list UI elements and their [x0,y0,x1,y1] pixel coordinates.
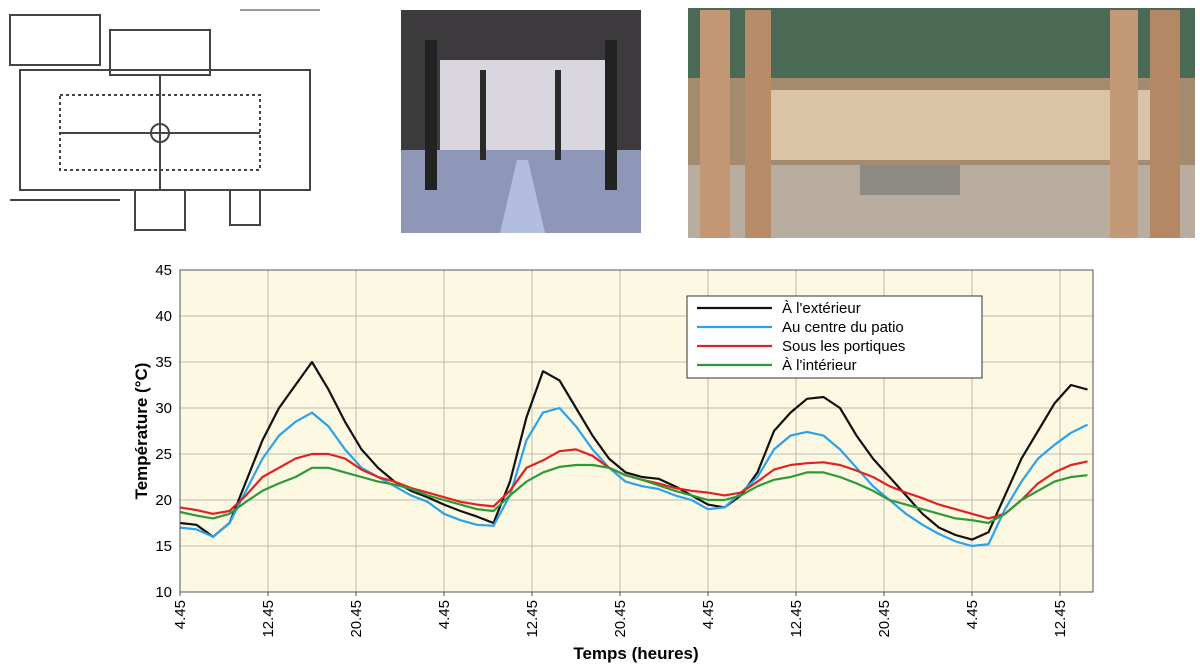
page: {"chart_data": {"type": "line", "y_label… [0,0,1200,671]
x-tick-label: 12.45 [788,600,805,638]
legend-label: À l'intérieur [782,357,857,374]
x-tick-label: 20.45 [876,600,893,638]
y-tick-label: 40 [155,308,172,325]
x-tick-label: 12.45 [260,600,277,638]
x-tick-label: 20.45 [348,600,365,638]
y-tick-label: 35 [155,354,172,371]
y-tick-label: 10 [155,584,172,601]
floor-plan [5,5,325,240]
legend-label: Sous les portiques [782,338,905,355]
legend-label: Au centre du patio [782,319,904,336]
y-tick-label: 45 [155,262,172,279]
x-tick-label: 4.45 [436,600,453,629]
x-tick-label: 4.45 [172,600,189,629]
x-tick-label: 12.45 [1052,600,1069,638]
y-tick-label: 20 [155,492,172,509]
y-tick-label: 25 [155,446,172,463]
legend: À l'extérieur Au centre du patio Sous les … [687,296,982,378]
y-tick-label: 30 [155,400,172,417]
x-axis-label: Temps (heures) [573,644,698,663]
x-tick-label: 4.45 [700,600,717,629]
x-tick-label: 12.45 [524,600,541,638]
x-tick-label: 20.45 [612,600,629,638]
y-tick-label: 15 [155,538,172,555]
photo-courtyard [401,10,641,233]
photo-lion-court [688,8,1195,238]
x-tick-label: 4.45 [964,600,981,629]
figure: 10 15 20 25 30 35 40 45 4.45 12.45 20.45 4.45 12.45 2… [0,0,1200,671]
y-axis-label: Température (°C) [132,363,151,500]
legend-label: À l'extérieur [782,300,861,317]
